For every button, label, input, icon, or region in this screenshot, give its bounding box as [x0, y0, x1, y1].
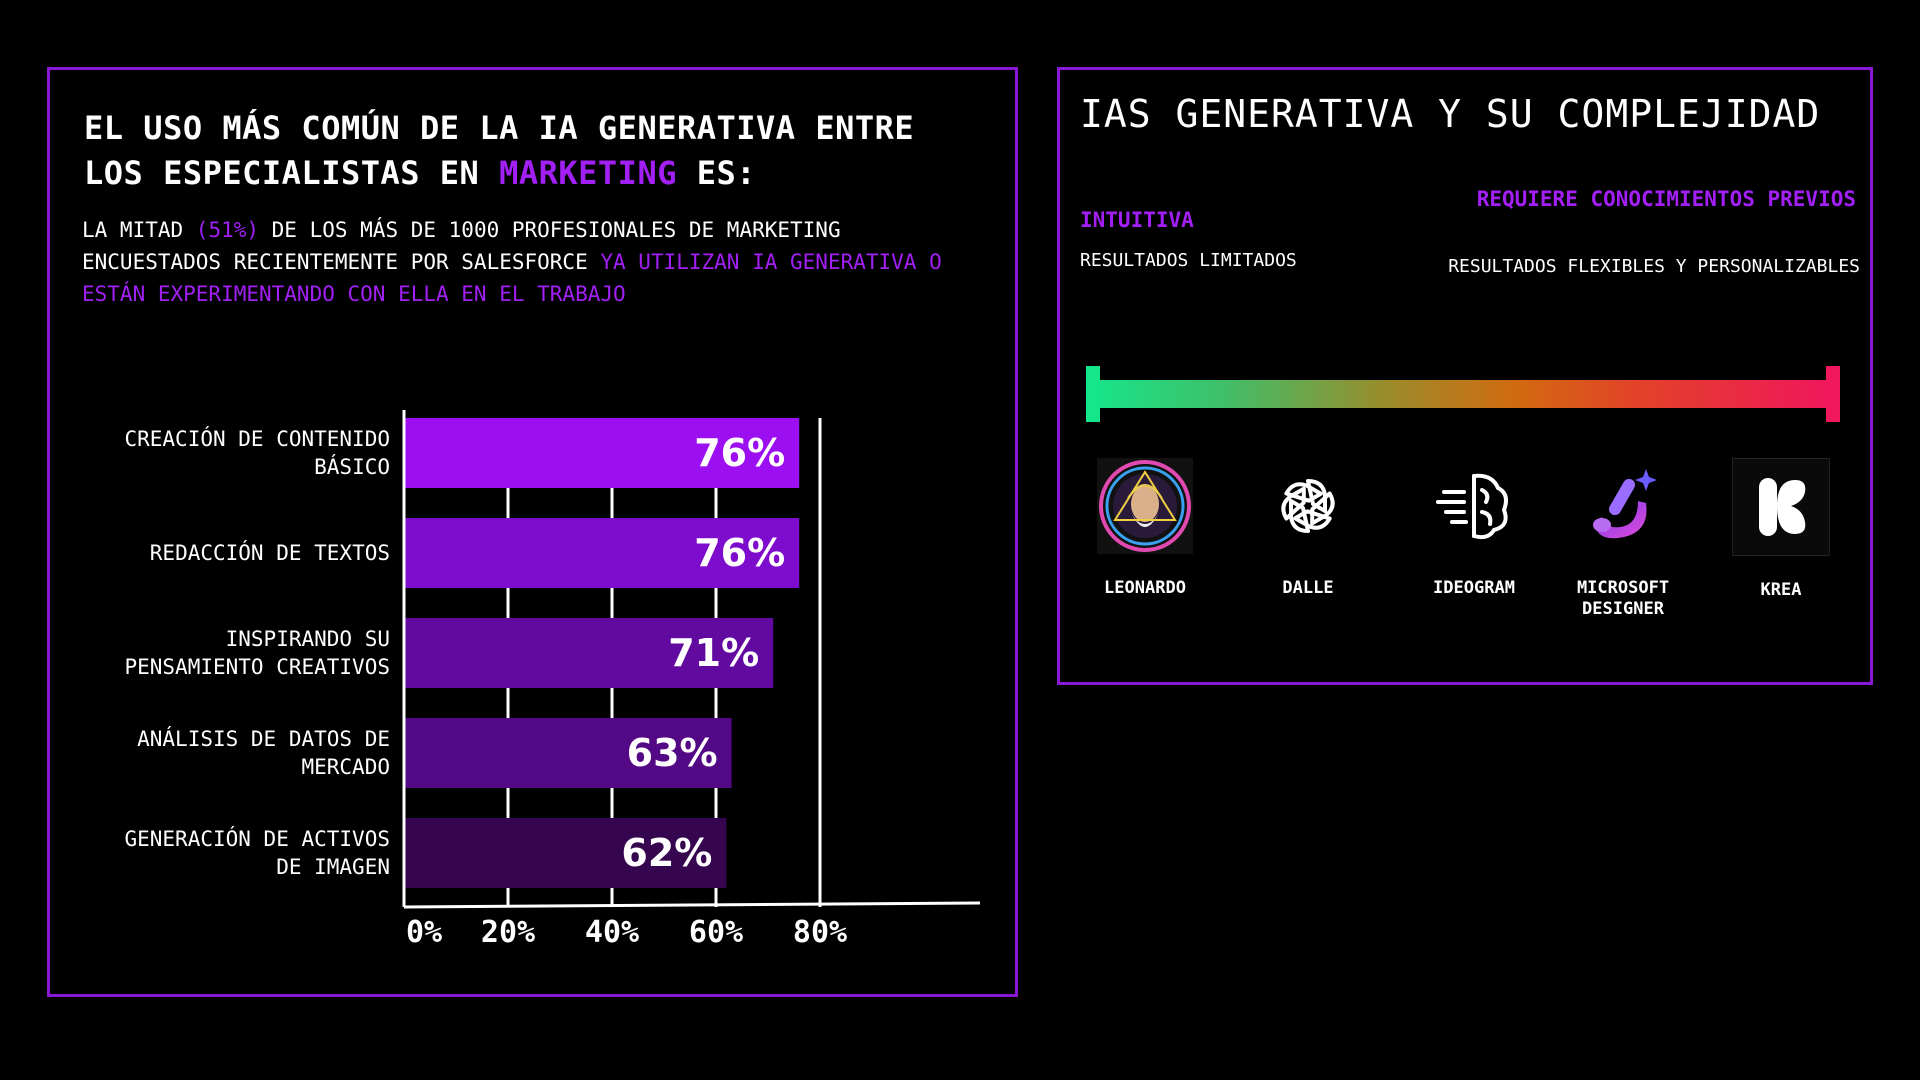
category-label: CREACIÓN DE CONTENIDO BÁSICO	[124, 427, 390, 479]
survey-description: LA MITAD (51%) DE LOS MÁS DE 1000 PROFES…	[82, 218, 942, 306]
value-label: 76%	[694, 431, 785, 475]
designer-brush-icon	[1575, 458, 1671, 554]
bar	[404, 818, 727, 888]
complexity-title: IAS GENERATIVA Y SU COMPLEJIDAD	[1080, 92, 1821, 136]
tick-label: 0%	[406, 915, 442, 950]
limited-results-label: RESULTADOS LIMITADOS	[1080, 250, 1297, 271]
value-label: 63%	[627, 731, 718, 775]
gradient-end-cap	[1826, 366, 1840, 422]
tool-label: IDEOGRAM	[1433, 578, 1515, 598]
category-label: ANÁLISIS DE DATOS DE MERCADO	[137, 727, 390, 779]
category-label: GENERACIÓN DE ACTIVOS DE IMAGEN	[124, 827, 390, 879]
tool-label: MICROSOFT DESIGNER	[1576, 578, 1670, 619]
tick-label: 40%	[585, 915, 639, 950]
tick-label: 20%	[481, 915, 535, 950]
tick-label: 60%	[689, 915, 743, 950]
krea-logo-icon	[1732, 458, 1830, 556]
value-label: 62%	[621, 831, 712, 875]
requires-knowledge-heading: REQUIERE CONOCIMIENTOS PREVIOS	[1476, 187, 1856, 211]
tool-ideogram: IDEOGRAM	[1409, 458, 1539, 599]
category-label: REDACCIÓN DE TEXTOS	[149, 541, 390, 565]
panel-title: EL USO MÁS COMÚN DE LA IA GENERATIVA ENT…	[84, 109, 915, 192]
ideogram-brain-icon	[1426, 458, 1522, 554]
tool-label: KREA	[1760, 580, 1802, 600]
title-accent: MARKETING	[499, 154, 677, 192]
bar-chart: 76% 76% 71% 63% 62% 0% 20% 40% 60% 80%	[402, 410, 981, 950]
value-label: 71%	[668, 631, 759, 675]
tick-label: 80%	[793, 915, 847, 950]
value-label: 76%	[694, 531, 785, 575]
complexity-panel: IAS GENERATIVA Y SU COMPLEJIDAD INTUITIV…	[1057, 67, 1873, 685]
bar	[404, 618, 774, 688]
tool-label: LEONARDO	[1104, 578, 1186, 598]
x-axis	[403, 901, 981, 909]
bar	[404, 718, 732, 788]
openai-logo-icon	[1260, 458, 1356, 554]
tool-dalle: DALLE	[1243, 458, 1373, 599]
flexible-results-label: RESULTADOS FLEXIBLES Y PERSONALIZABLES	[1448, 256, 1860, 277]
bar	[404, 418, 800, 488]
gradient-start-cap	[1086, 366, 1100, 422]
complexity-gradient-bar	[1089, 380, 1829, 408]
marketing-ai-panel: EL USO MÁS COMÚN DE LA IA GENERATIVA ENT…	[47, 67, 1018, 997]
tool-krea: KREA	[1716, 458, 1846, 601]
tool-microsoft-designer: MICROSOFT DESIGNER	[1558, 458, 1688, 620]
tool-label: DALLE	[1282, 578, 1334, 598]
leonardo-logo-icon	[1097, 458, 1193, 554]
category-label: INSPIRANDO SU PENSAMIENTO CREATIVOS	[124, 627, 390, 679]
bar	[404, 518, 800, 588]
tool-leonardo: LEONARDO	[1080, 458, 1210, 599]
intuitive-heading: INTUITIVA	[1080, 208, 1194, 232]
